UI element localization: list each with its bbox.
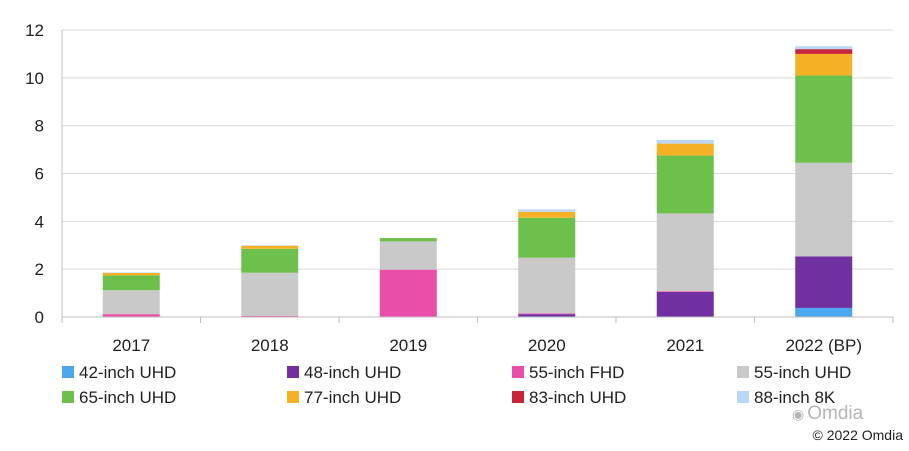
bar-2020-65-inch-uhd bbox=[518, 217, 576, 258]
bar-2020-48-inch-uhd bbox=[518, 314, 576, 317]
x-tick-label-2022-bp-: 2022 (BP) bbox=[785, 336, 862, 355]
copyright-text: © 2022 Omdia bbox=[812, 427, 903, 443]
x-tick-label-2017: 2017 bbox=[112, 336, 150, 355]
bar-2017-55-inch-uhd bbox=[102, 290, 160, 315]
legend-label-42-inch-uhd: 42-inch UHD bbox=[79, 363, 176, 382]
bar-2018-65-inch-uhd bbox=[241, 248, 299, 273]
y-tick-label-2: 2 bbox=[35, 260, 44, 279]
bar-2018-55-inch-fhd bbox=[241, 315, 299, 317]
legend-label-83-inch-uhd: 83-inch UHD bbox=[529, 388, 626, 407]
y-tick-label-8: 8 bbox=[35, 117, 44, 136]
bar-2022-bp--65-inch-uhd bbox=[795, 75, 853, 163]
bar-2021-55-inch-fhd bbox=[656, 291, 714, 292]
watermark: ◉ Omdia bbox=[792, 403, 863, 425]
x-tick-label-2020: 2020 bbox=[528, 336, 566, 355]
bar-2020-55-inch-fhd bbox=[518, 313, 576, 315]
legend-label-55-inch-uhd: 55-inch UHD bbox=[754, 363, 851, 382]
bar-2018-88-inch-8k bbox=[241, 245, 299, 246]
bar-2020-55-inch-uhd bbox=[518, 257, 576, 314]
legend-label-55-inch-fhd: 55-inch FHD bbox=[529, 363, 624, 382]
bar-2018-55-inch-uhd bbox=[241, 272, 299, 316]
legend-swatch-88-inch-8k bbox=[737, 391, 749, 403]
y-tick-label-12: 12 bbox=[25, 21, 44, 40]
bar-2019-65-inch-uhd bbox=[379, 238, 437, 242]
legend-swatch-48-inch-uhd bbox=[287, 366, 299, 378]
y-tick-label-0: 0 bbox=[35, 308, 44, 327]
legend-swatch-65-inch-uhd bbox=[62, 391, 74, 403]
y-tick-label-4: 4 bbox=[35, 212, 44, 231]
bar-2019-55-inch-fhd bbox=[379, 269, 437, 317]
wechat-icon: ◉ bbox=[792, 406, 805, 422]
x-tick-label-2019: 2019 bbox=[389, 336, 427, 355]
bar-2017-88-inch-8k bbox=[102, 272, 160, 274]
bar-2022-bp--77-inch-uhd bbox=[795, 53, 853, 76]
bar-2021-77-inch-uhd bbox=[656, 143, 714, 156]
bar-2022-bp--42-inch-uhd bbox=[795, 307, 853, 317]
bar-2020-77-inch-uhd bbox=[518, 211, 576, 218]
x-tick-label-2021: 2021 bbox=[666, 336, 704, 355]
bar-2019-55-inch-uhd bbox=[379, 241, 437, 270]
legend-swatch-77-inch-uhd bbox=[287, 391, 299, 403]
legend-swatch-55-inch-fhd bbox=[512, 366, 524, 378]
x-tick-label-2018: 2018 bbox=[251, 336, 289, 355]
bar-2022-bp--88-inch-8k bbox=[795, 46, 853, 50]
legend-label-77-inch-uhd: 77-inch UHD bbox=[304, 388, 401, 407]
legend-swatch-55-inch-uhd bbox=[737, 366, 749, 378]
bar-2022-bp--55-inch-uhd bbox=[795, 162, 853, 257]
watermark-text: Omdia bbox=[807, 403, 864, 424]
bar-2021-48-inch-uhd bbox=[656, 291, 714, 317]
y-tick-label-10: 10 bbox=[25, 69, 44, 88]
legend-label-65-inch-uhd: 65-inch UHD bbox=[79, 388, 176, 407]
bar-2022-bp--83-inch-uhd bbox=[795, 49, 853, 54]
bar-2020-88-inch-8k bbox=[518, 209, 576, 212]
legend-label-48-inch-uhd: 48-inch UHD bbox=[304, 363, 401, 382]
bar-2018-77-inch-uhd bbox=[241, 245, 299, 249]
bar-2021-65-inch-uhd bbox=[656, 155, 714, 214]
bar-2022-bp--48-inch-uhd bbox=[795, 256, 853, 308]
legend-swatch-83-inch-uhd bbox=[512, 391, 524, 403]
bar-2017-77-inch-uhd bbox=[102, 272, 160, 276]
legend-swatch-42-inch-uhd bbox=[62, 366, 74, 378]
legend-label-88-inch-8k: 88-inch 8K bbox=[754, 388, 836, 407]
bar-2017-55-inch-fhd bbox=[102, 314, 160, 317]
bar-2017-65-inch-uhd bbox=[102, 275, 160, 291]
bar-2021-88-inch-8k bbox=[656, 140, 714, 144]
y-tick-label-6: 6 bbox=[35, 165, 44, 184]
bar-2021-55-inch-uhd bbox=[656, 213, 714, 292]
